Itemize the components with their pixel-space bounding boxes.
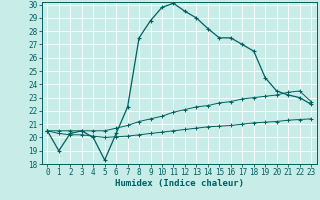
X-axis label: Humidex (Indice chaleur): Humidex (Indice chaleur) (115, 179, 244, 188)
